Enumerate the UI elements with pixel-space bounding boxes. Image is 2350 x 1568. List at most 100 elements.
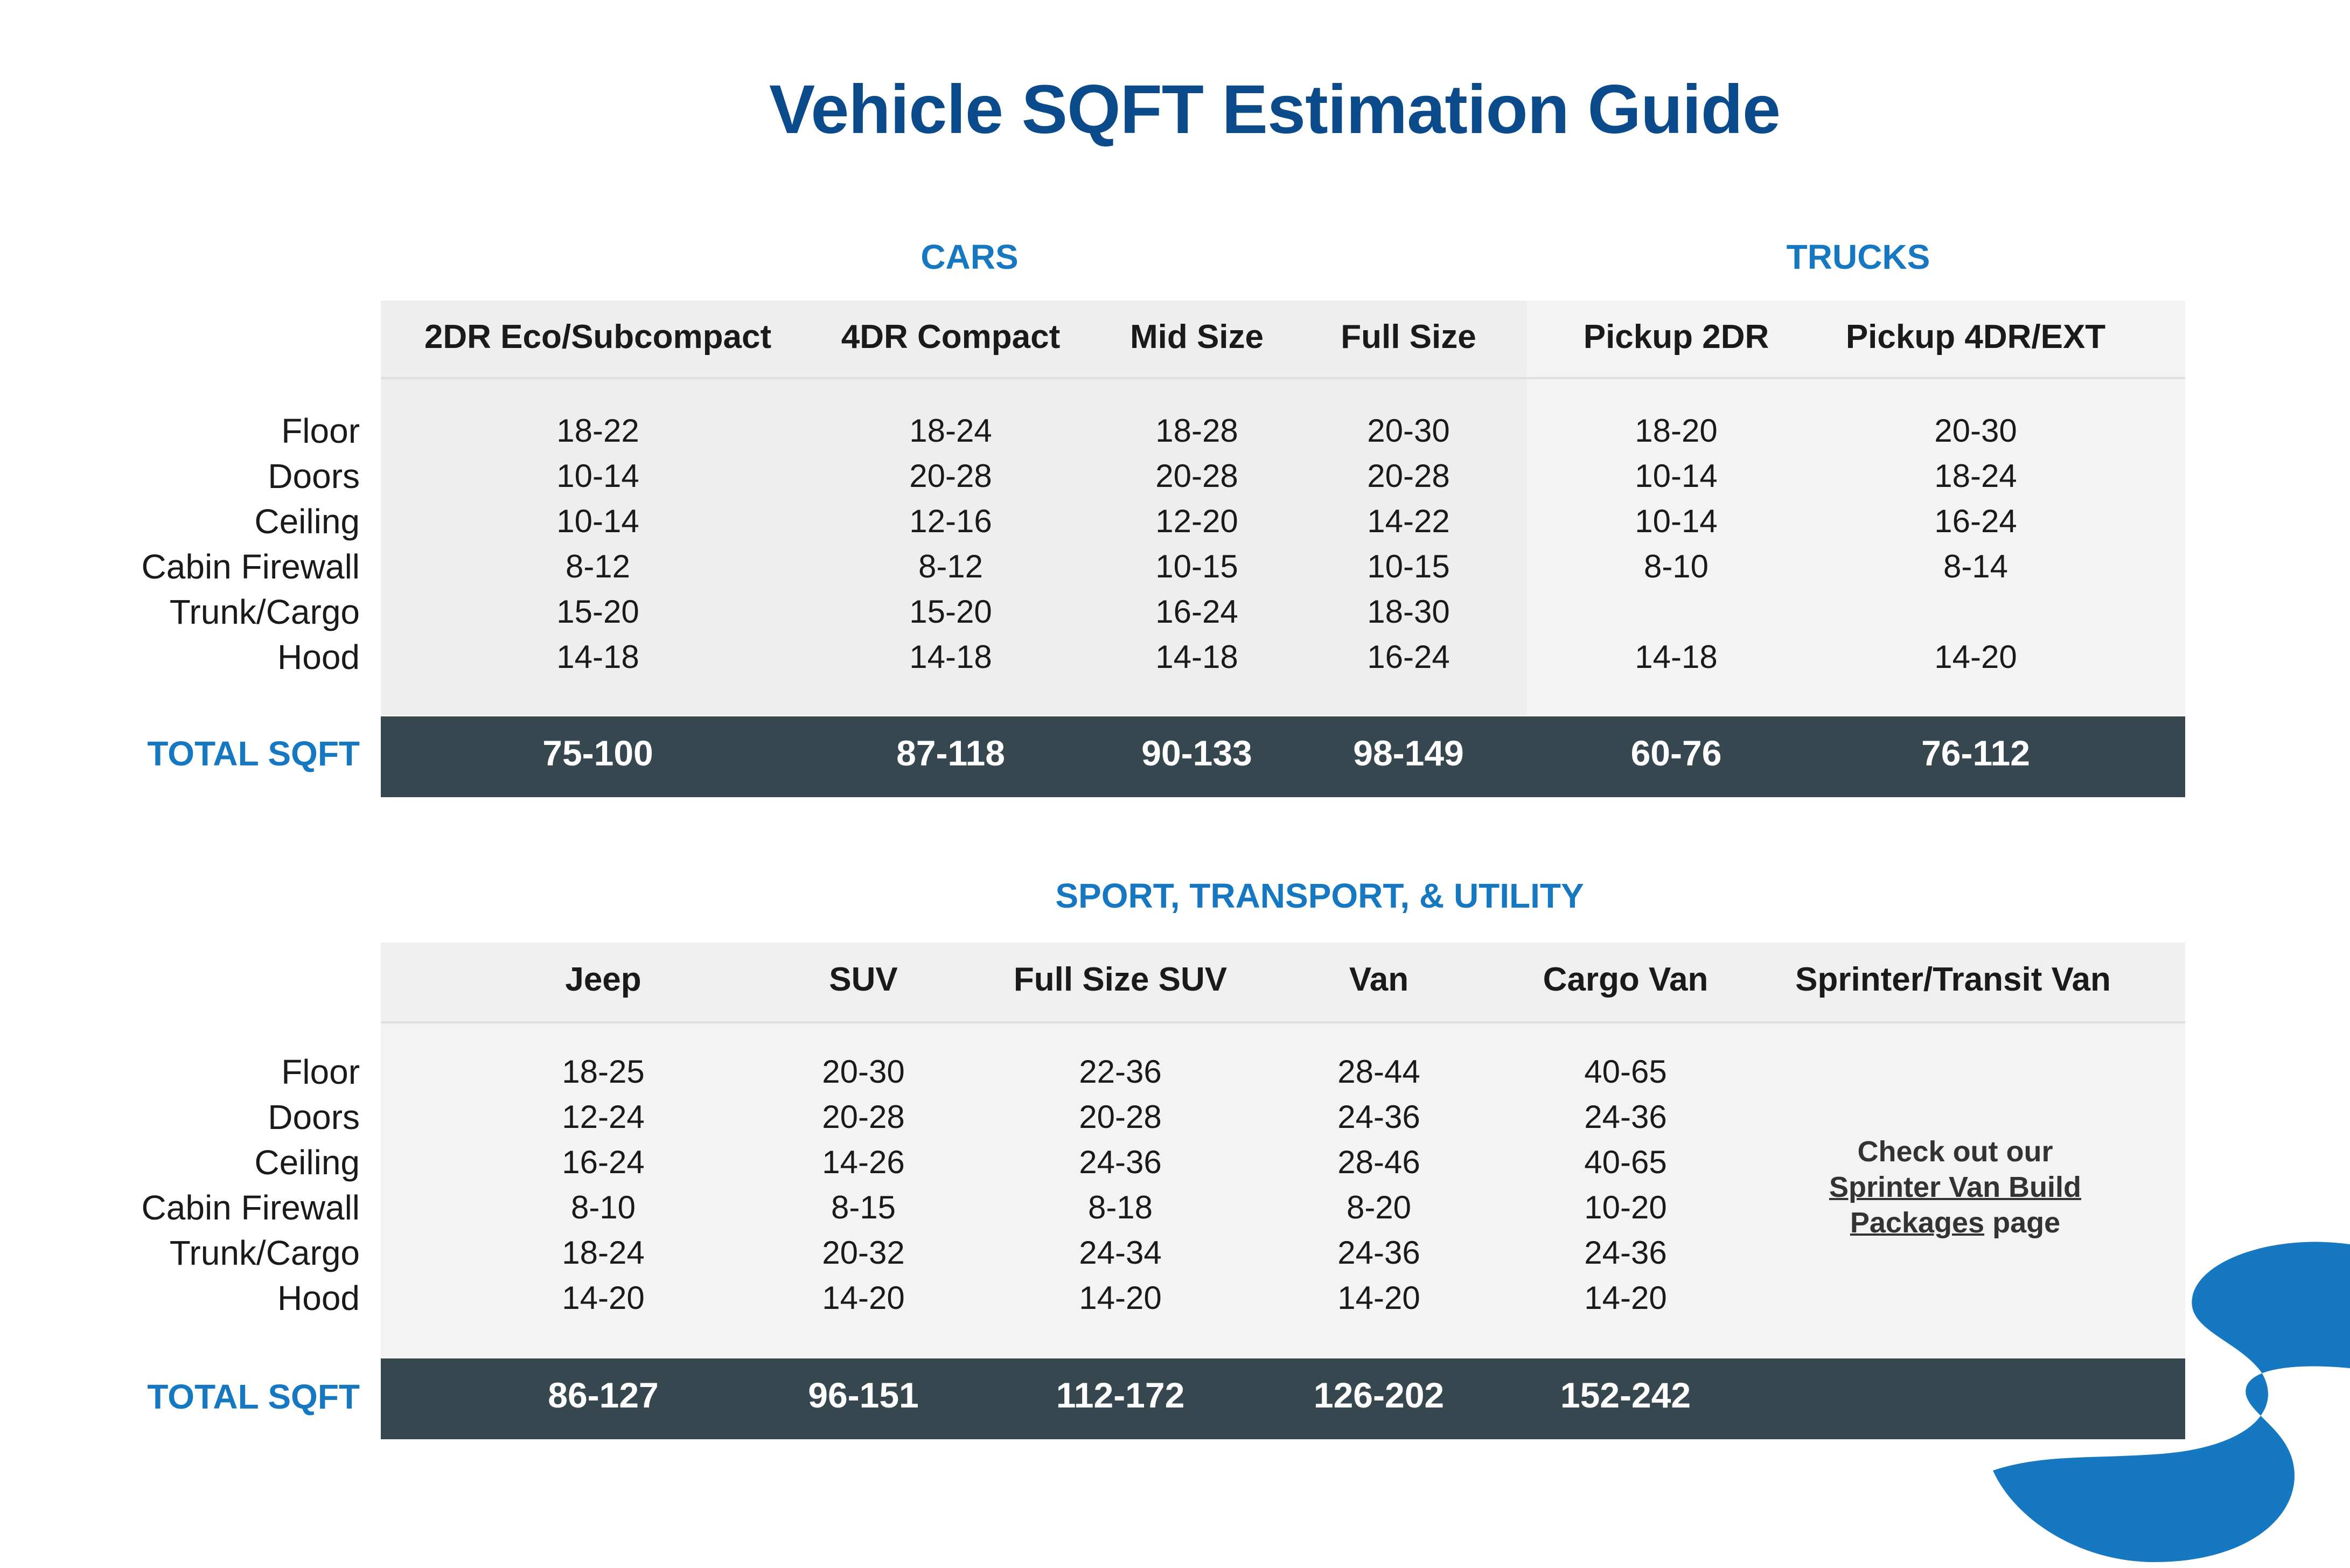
table1-header-band — [381, 301, 2185, 379]
row-label: Trunk/Cargo — [169, 593, 360, 631]
row-label: Doors — [268, 457, 360, 496]
table-cell: 18-30 — [1367, 594, 1450, 630]
table-cell: 8-15 — [831, 1189, 896, 1225]
table-cell: 14-18 — [1155, 639, 1238, 675]
row-label: Doors — [268, 1098, 360, 1137]
total-value: 98-149 — [1353, 733, 1464, 773]
table-cell: 24-36 — [1337, 1099, 1420, 1135]
table-cell: 24-36 — [1337, 1235, 1420, 1271]
brand-logo-icon — [1993, 1242, 2350, 1562]
table-cell: 20-32 — [822, 1235, 905, 1271]
cars-panel — [381, 301, 1527, 715]
total-value: 152-242 — [1560, 1375, 1691, 1415]
table-cell: 20-30 — [1367, 413, 1450, 449]
table-cell: 18-20 — [1635, 413, 1718, 449]
table-cell: 10-20 — [1584, 1189, 1667, 1225]
table-cell: 20-30 — [822, 1054, 905, 1090]
row-label: Floor — [281, 412, 360, 450]
row-label: Ceiling — [254, 502, 360, 541]
table-cell: 28-46 — [1337, 1144, 1420, 1180]
table-cell: 20-28 — [909, 458, 992, 494]
table-cell: 40-65 — [1584, 1054, 1667, 1090]
column-header: Mid Size — [1129, 318, 1264, 356]
table-cell: 14-20 — [1934, 639, 2017, 675]
table-cell: 18-24 — [562, 1235, 645, 1271]
page-title: Vehicle SQFT Estimation Guide — [769, 71, 1781, 148]
total-value: 112-172 — [1056, 1375, 1185, 1415]
table-cell: 14-20 — [1337, 1280, 1420, 1316]
table-cell: 15-20 — [909, 594, 992, 630]
table-cell: 10-14 — [556, 458, 639, 494]
column-header: Jeep — [565, 961, 641, 998]
total-value: 126-202 — [1313, 1375, 1445, 1415]
row-label: Hood — [277, 1279, 360, 1318]
table-cell: 24-34 — [1079, 1235, 1162, 1271]
table-cell: 18-24 — [909, 413, 992, 449]
table-cell: 28-44 — [1337, 1054, 1420, 1090]
sprinter-note-suffix: page — [1984, 1207, 2061, 1239]
trucks-panel — [1527, 301, 2185, 715]
sprinter-note-line1: Check out our — [1857, 1135, 2053, 1168]
group-label-sport: SPORT, TRANSPORT, & UTILITY — [1055, 876, 1584, 915]
table-cell: 12-16 — [909, 503, 992, 539]
sprinter-packages-link-2[interactable]: Packages — [1850, 1207, 1985, 1239]
table2-total-bar — [381, 1358, 2185, 1439]
table-cell: 16-24 — [562, 1144, 645, 1180]
table-cell: 18-25 — [562, 1054, 645, 1090]
table-cell: 20-28 — [1079, 1099, 1162, 1135]
table-cell: 14-20 — [1079, 1280, 1162, 1316]
group-label-trucks: TRUCKS — [1786, 238, 1930, 276]
column-header: Pickup 2DR — [1583, 318, 1769, 356]
total-value: 96-151 — [808, 1375, 919, 1415]
table-cell: 14-26 — [822, 1144, 905, 1180]
table-cell: 10-14 — [1635, 503, 1718, 539]
table2-total-label: TOTAL SQFT — [147, 1377, 360, 1416]
table-cell: 10-14 — [556, 503, 639, 539]
total-value: 87-118 — [896, 733, 1005, 773]
sprinter-packages-link[interactable]: Sprinter Van Build — [1829, 1171, 2082, 1203]
column-header: Van — [1349, 961, 1409, 998]
table-cell: 20-28 — [822, 1099, 905, 1135]
table-cell: 14-18 — [1635, 639, 1718, 675]
table-cell: 8-10 — [570, 1189, 636, 1225]
table-cell: 40-65 — [1584, 1144, 1667, 1180]
column-header: SUV — [829, 961, 898, 998]
table-cell: 20-28 — [1155, 458, 1238, 494]
table-cell: 10-15 — [1155, 548, 1238, 584]
table-cell: 10-15 — [1367, 548, 1450, 584]
group-label-cars: CARS — [921, 238, 1019, 276]
table-cell: 8-10 — [1643, 548, 1709, 584]
column-header: Cargo Van — [1543, 961, 1709, 998]
table-cell: 18-24 — [1934, 458, 2017, 494]
table-cell: 14-20 — [1584, 1280, 1667, 1316]
table2-header-band — [381, 943, 2185, 1023]
column-header: Full Size SUV — [1013, 961, 1228, 998]
table-cell: 20-30 — [1934, 413, 2017, 449]
table-cell: 14-20 — [562, 1280, 645, 1316]
table-cell: 8-20 — [1346, 1189, 1412, 1225]
column-header: 2DR Eco/Subcompact — [424, 318, 772, 356]
total-value: 90-133 — [1141, 733, 1252, 773]
row-label: Cabin Firewall — [141, 547, 360, 586]
table-cell: 8-18 — [1087, 1189, 1153, 1225]
row-label: Cabin Firewall — [141, 1188, 360, 1227]
table-cell: 16-24 — [1367, 639, 1450, 675]
table-cell: 24-36 — [1584, 1235, 1667, 1271]
table-cell: 8-12 — [565, 548, 631, 584]
table-cell: 20-28 — [1367, 458, 1450, 494]
table-cell: 18-28 — [1155, 413, 1238, 449]
table-cell: 10-14 — [1635, 458, 1718, 494]
total-value: 76-112 — [1921, 733, 2030, 773]
column-header: Full Size — [1341, 318, 1476, 356]
row-label: Trunk/Cargo — [169, 1234, 360, 1272]
row-label: Hood — [277, 638, 360, 677]
table-cell: 16-24 — [1155, 594, 1238, 630]
row-label: Floor — [281, 1053, 360, 1091]
total-value: 86-127 — [548, 1375, 659, 1415]
column-header: Sprinter/Transit Van — [1795, 961, 2111, 998]
table-cell: 18-22 — [556, 413, 639, 449]
row-label: Ceiling — [254, 1143, 360, 1182]
table-cell: 14-18 — [909, 639, 992, 675]
table-cell: 24-36 — [1079, 1144, 1162, 1180]
table-cell: 14-22 — [1367, 503, 1450, 539]
